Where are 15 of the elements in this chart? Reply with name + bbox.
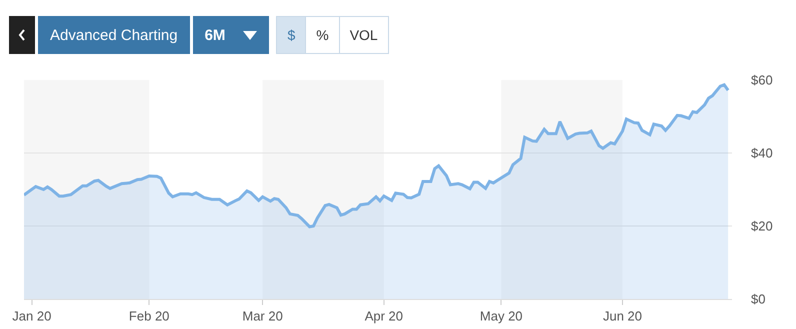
x-tick-label: Mar 20 [242,308,283,324]
x-tick-label: Feb 20 [128,308,170,324]
text: $ [276,16,306,54]
x-tick-label: Jan 20 [12,308,52,324]
y-tick-label: $0 [751,292,766,307]
text: Advanced Charting [38,16,190,54]
x-tick-label: May 20 [480,308,523,324]
x-tick-label: Jun 20 [602,308,642,324]
y-tick-label: $60 [751,72,773,88]
text: % [305,16,340,54]
y-tick-label: $20 [751,218,773,234]
text: VOL [338,16,389,54]
text: 6M [204,26,226,44]
y-tick-label: $40 [751,146,773,161]
x-tick-label: Apr 20 [364,308,404,324]
